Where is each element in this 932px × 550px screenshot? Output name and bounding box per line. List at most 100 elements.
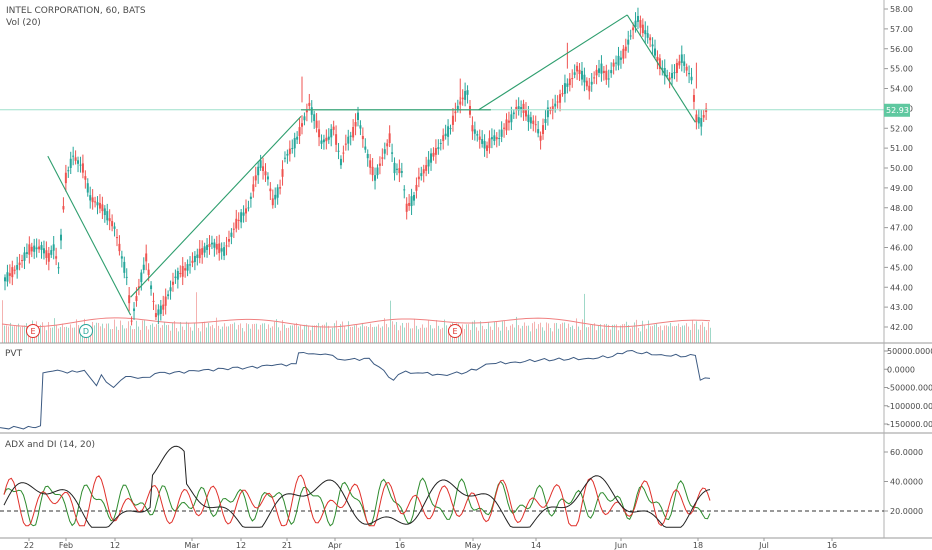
volume-bar (14, 326, 15, 343)
volume-bar (194, 322, 195, 343)
candle-body (169, 287, 172, 292)
volume-bar (592, 324, 593, 343)
candle-body (271, 198, 274, 206)
candle-body (257, 166, 260, 176)
marker-letter: E (30, 327, 35, 336)
volume-bar (560, 324, 561, 343)
candle-body (629, 35, 632, 37)
candle-body (673, 72, 676, 74)
candle-body (128, 295, 131, 304)
volume-bar (236, 329, 237, 343)
volume-bar (474, 320, 475, 343)
candle-body (176, 270, 179, 280)
volume-bar (430, 325, 431, 343)
candle-body (598, 68, 601, 73)
volume-bar (640, 331, 641, 343)
time-tick-label: 18 (693, 541, 703, 550)
volume-bar (56, 325, 57, 343)
time-tick-label: 22 (24, 541, 34, 550)
candle-body (403, 189, 406, 191)
volume-bar (648, 320, 649, 343)
candle-body (595, 69, 598, 76)
volume-bar (402, 322, 403, 343)
volume-bar (60, 327, 61, 343)
volume-bar (364, 326, 365, 343)
volume-bar (148, 329, 149, 343)
volume-bar (552, 331, 553, 343)
candle-body (422, 169, 425, 174)
volume-bar (518, 325, 519, 343)
volume-bar (252, 324, 253, 343)
candle-body (308, 102, 311, 106)
time-tick-label: 12 (236, 541, 246, 550)
volume-bar (650, 326, 651, 343)
trendline (626, 14, 696, 123)
price-tick-label: 50.00 (890, 164, 913, 173)
candle-body (98, 202, 101, 209)
volume-bar (600, 324, 601, 343)
earnings-marker[interactable]: E (448, 324, 462, 338)
candle-body (279, 187, 282, 189)
volume-bar (348, 321, 349, 343)
volume-bar (172, 322, 173, 343)
earnings-marker[interactable]: E (26, 324, 40, 338)
candle-body (318, 129, 321, 138)
candle-body (281, 169, 284, 177)
volume-bar (222, 326, 223, 343)
volume-bar (68, 327, 69, 343)
candle-body (227, 239, 230, 242)
volume-bar (448, 328, 449, 343)
volume-bar (254, 323, 255, 343)
volume-bar (568, 323, 569, 343)
volume-bar (380, 327, 381, 343)
candle-body (651, 44, 654, 47)
volume-bar (446, 325, 447, 343)
volume-bar (334, 323, 335, 343)
dividend-marker[interactable]: D (79, 324, 93, 338)
di-minus-line (3, 474, 711, 527)
volume-bar (664, 325, 665, 343)
volume-bar (584, 293, 585, 343)
volume-bar (492, 329, 493, 343)
volume-bar (78, 325, 79, 343)
volume-bar (42, 322, 43, 343)
volume-bar (646, 328, 647, 343)
volume-bar (72, 327, 73, 343)
candle-body (364, 146, 367, 150)
volume-bar (278, 327, 279, 343)
candle-body (617, 55, 620, 66)
volume-bar (90, 331, 91, 343)
candle-body (359, 125, 362, 129)
price-axis: 42.00 43.00 44.00 45.00 46.00 47.00 48.00 49.00… (884, 5, 913, 332)
volume-bar (644, 325, 645, 343)
volume-bar (620, 325, 621, 343)
volume-bar (128, 321, 129, 343)
candle-body (249, 196, 252, 199)
volume-bar (412, 328, 413, 343)
di-plus-line (3, 477, 711, 527)
candle-body (437, 147, 440, 150)
candle-body (269, 188, 272, 192)
time-axis: 22 Feb 12 Mar 12 21 Apr 16 May 14 Jun 18 Jul 16 (24, 538, 837, 550)
volume-bar (350, 327, 351, 343)
candle-body (532, 120, 535, 124)
volume-bar (506, 326, 507, 343)
volume-bar (204, 321, 205, 343)
candle-body (654, 48, 657, 56)
price-tick-label: 42.00 (890, 323, 913, 332)
volume-bar (658, 327, 659, 343)
candle-body (210, 242, 213, 245)
volume-bar (626, 321, 627, 343)
price-tick-label: 54.00 (890, 85, 913, 94)
candle-body (16, 265, 19, 270)
volume-bar (436, 320, 437, 343)
candle-body (580, 70, 583, 80)
candle-body (571, 78, 574, 80)
volume-bar (228, 326, 229, 343)
volume-bar (66, 326, 67, 343)
volume-bar (192, 330, 193, 343)
candle-body (174, 276, 177, 278)
trendlines[interactable] (0, 14, 884, 316)
